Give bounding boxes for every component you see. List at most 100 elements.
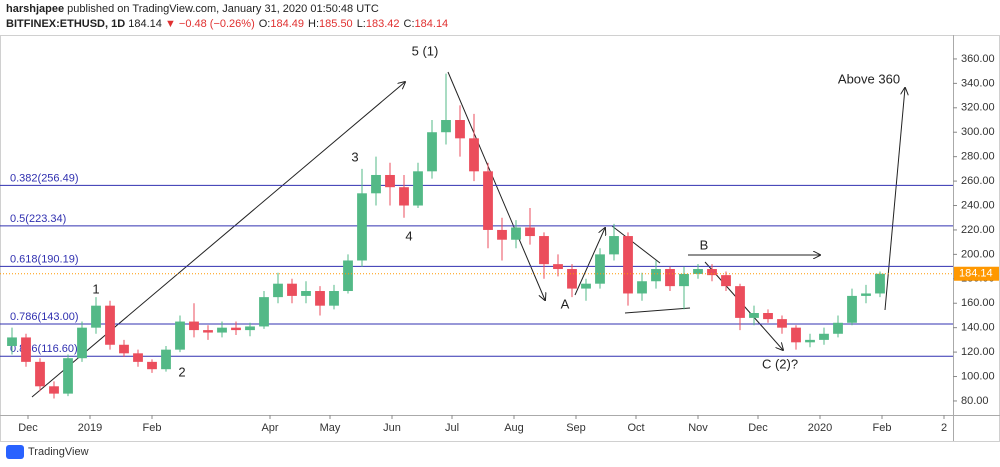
annotation: A [561,296,570,311]
candle-body [217,327,227,333]
candle-body [119,344,129,354]
header-line2: BITFINEX:ETHUSD, 1D 184.14 ▼ −0.48 (−0.2… [6,18,448,30]
candle-body [301,291,311,296]
x-tick-label: 2020 [808,422,832,434]
published: published on TradingView.com, January 31… [67,3,379,15]
candle-body [847,295,857,323]
y-tick-label: 160.00 [961,297,995,309]
candle-body [315,291,325,306]
candle-body [511,227,521,240]
y-tick-label: 220.00 [961,224,995,236]
x-tick-label: Dec [748,422,768,434]
candle-body [469,138,479,172]
candle-body [679,273,689,287]
candle-body [833,322,843,334]
header-line1: harshjapee published on TradingView.com,… [6,3,379,15]
ohlc-value: 183.42 [366,18,400,30]
trend-line [624,307,691,314]
change: ▼ −0.48 (−0.26%) [165,18,255,30]
candle-body [35,361,45,387]
annotation: 4 [405,228,412,243]
candle-body [665,269,675,287]
fib-label: 0.786(143.00) [10,311,79,323]
candle-body [651,269,661,282]
arrow [574,228,605,296]
candle-body [749,313,759,318]
fib-label: 0.618(190.19) [10,253,79,265]
ohlc-label: C: [404,18,415,30]
candle-body [595,254,605,284]
candle-body [413,171,423,206]
candle-body [203,330,213,333]
annotation: 2 [178,364,185,379]
candle-body [161,349,171,370]
y-tick-label: 320.00 [961,102,995,114]
candle-body [259,297,269,327]
candle-body [385,174,395,188]
candle-body [343,260,353,292]
fib-label: 0.886(116.60) [10,343,78,355]
candle-body [693,269,703,274]
footer-logo: TradingView [6,445,89,459]
candle-body [21,337,31,362]
y-tick-label: 260.00 [961,175,995,187]
candle-body [455,120,465,139]
candle-body [427,132,437,172]
x-tick-label: Jun [383,422,401,434]
candle-body [875,273,885,294]
candle-body [77,327,87,359]
candle-body [105,305,115,345]
logo-icon [6,445,24,459]
candle-body [91,305,101,328]
candle-body [49,386,59,394]
y-tick-label: 300.00 [961,126,995,138]
candle-body [497,229,507,240]
fib-label: 0.5(223.34) [10,213,66,225]
x-tick-label: Oct [627,422,644,434]
arrow [447,71,545,300]
x-tick-label: 2 [941,422,947,434]
candle-body [791,327,801,343]
y-tick-label: 280.00 [961,151,995,163]
candle-body [861,293,871,296]
annotation: 5 (1) [412,43,439,58]
candle-body [819,333,829,340]
ohlc-value: 185.50 [319,18,353,30]
candle-body [63,358,73,394]
candle-body [763,313,773,320]
candle-body [245,326,255,331]
candle-body [329,291,339,306]
x-tick-label: Aug [504,422,524,434]
trend-line [611,225,661,264]
candle-body [805,339,815,343]
y-tick-label: 360.00 [961,53,995,65]
x-tick-label: 2019 [78,422,102,434]
candle-body [777,319,787,328]
y-tick-label: 120.00 [961,346,995,358]
annotation: C (2)? [762,356,798,371]
y-tick-label: 80.00 [961,395,989,407]
ohlc-label: L: [357,18,366,30]
candle-body [287,283,297,296]
candle-body [567,269,577,289]
annotation: 1 [92,281,99,296]
candle-body [707,269,717,276]
ohlc-value: 184.49 [270,18,304,30]
annotation: Above 360 [838,71,900,86]
author: harshjapee [6,3,64,15]
candle-body [133,353,143,362]
x-tick-label: Apr [261,422,278,434]
arrow [31,82,405,398]
candle-body [399,187,409,206]
brand: TradingView [28,446,89,458]
candle-body [7,337,17,346]
candle-body [581,283,591,289]
x-tick-label: Feb [873,422,892,434]
candle-body [609,236,619,255]
candle-body [231,327,241,331]
price: 184.14 [128,18,162,30]
ohlc-label: O: [259,18,271,30]
candle-body [637,281,647,294]
candle-body [525,227,535,237]
